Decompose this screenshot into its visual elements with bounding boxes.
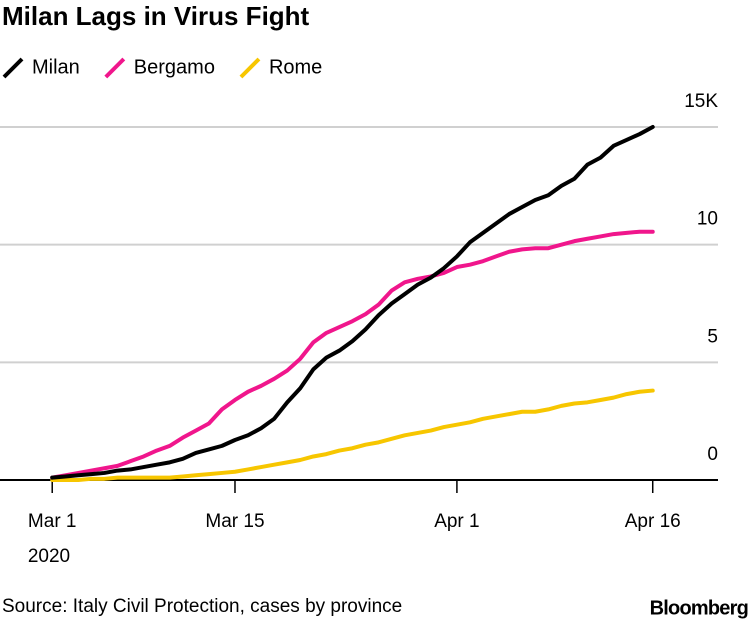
source-note: Source: Italy Civil Protection, cases by… xyxy=(2,596,402,617)
x-tick-label: Apr 16 xyxy=(625,511,681,532)
y-tick-label: 15K xyxy=(684,91,718,112)
x-tick-label: Mar 15 xyxy=(205,511,264,532)
series-line xyxy=(50,125,655,480)
legend-swatch xyxy=(2,57,24,79)
chart-title: Milan Lags in Virus Fight xyxy=(2,1,310,31)
y-tick-label: 10 xyxy=(697,209,718,230)
brand: Bloomberg xyxy=(650,597,748,619)
x-tick-label: Mar 1 xyxy=(28,511,77,532)
y-tick-label: 5 xyxy=(707,326,718,347)
legend-label: Rome xyxy=(269,56,322,78)
series-line xyxy=(50,229,655,480)
x-tick-label: Apr 1 xyxy=(434,511,479,532)
x-year-label: 2020 xyxy=(28,546,70,567)
legend-label: Bergamo xyxy=(134,56,215,78)
legend-label: Milan xyxy=(32,56,80,78)
y-tick-label: 0 xyxy=(707,444,718,465)
series-line xyxy=(50,388,655,482)
legend-swatch xyxy=(104,57,126,79)
legend-swatch xyxy=(239,57,261,79)
